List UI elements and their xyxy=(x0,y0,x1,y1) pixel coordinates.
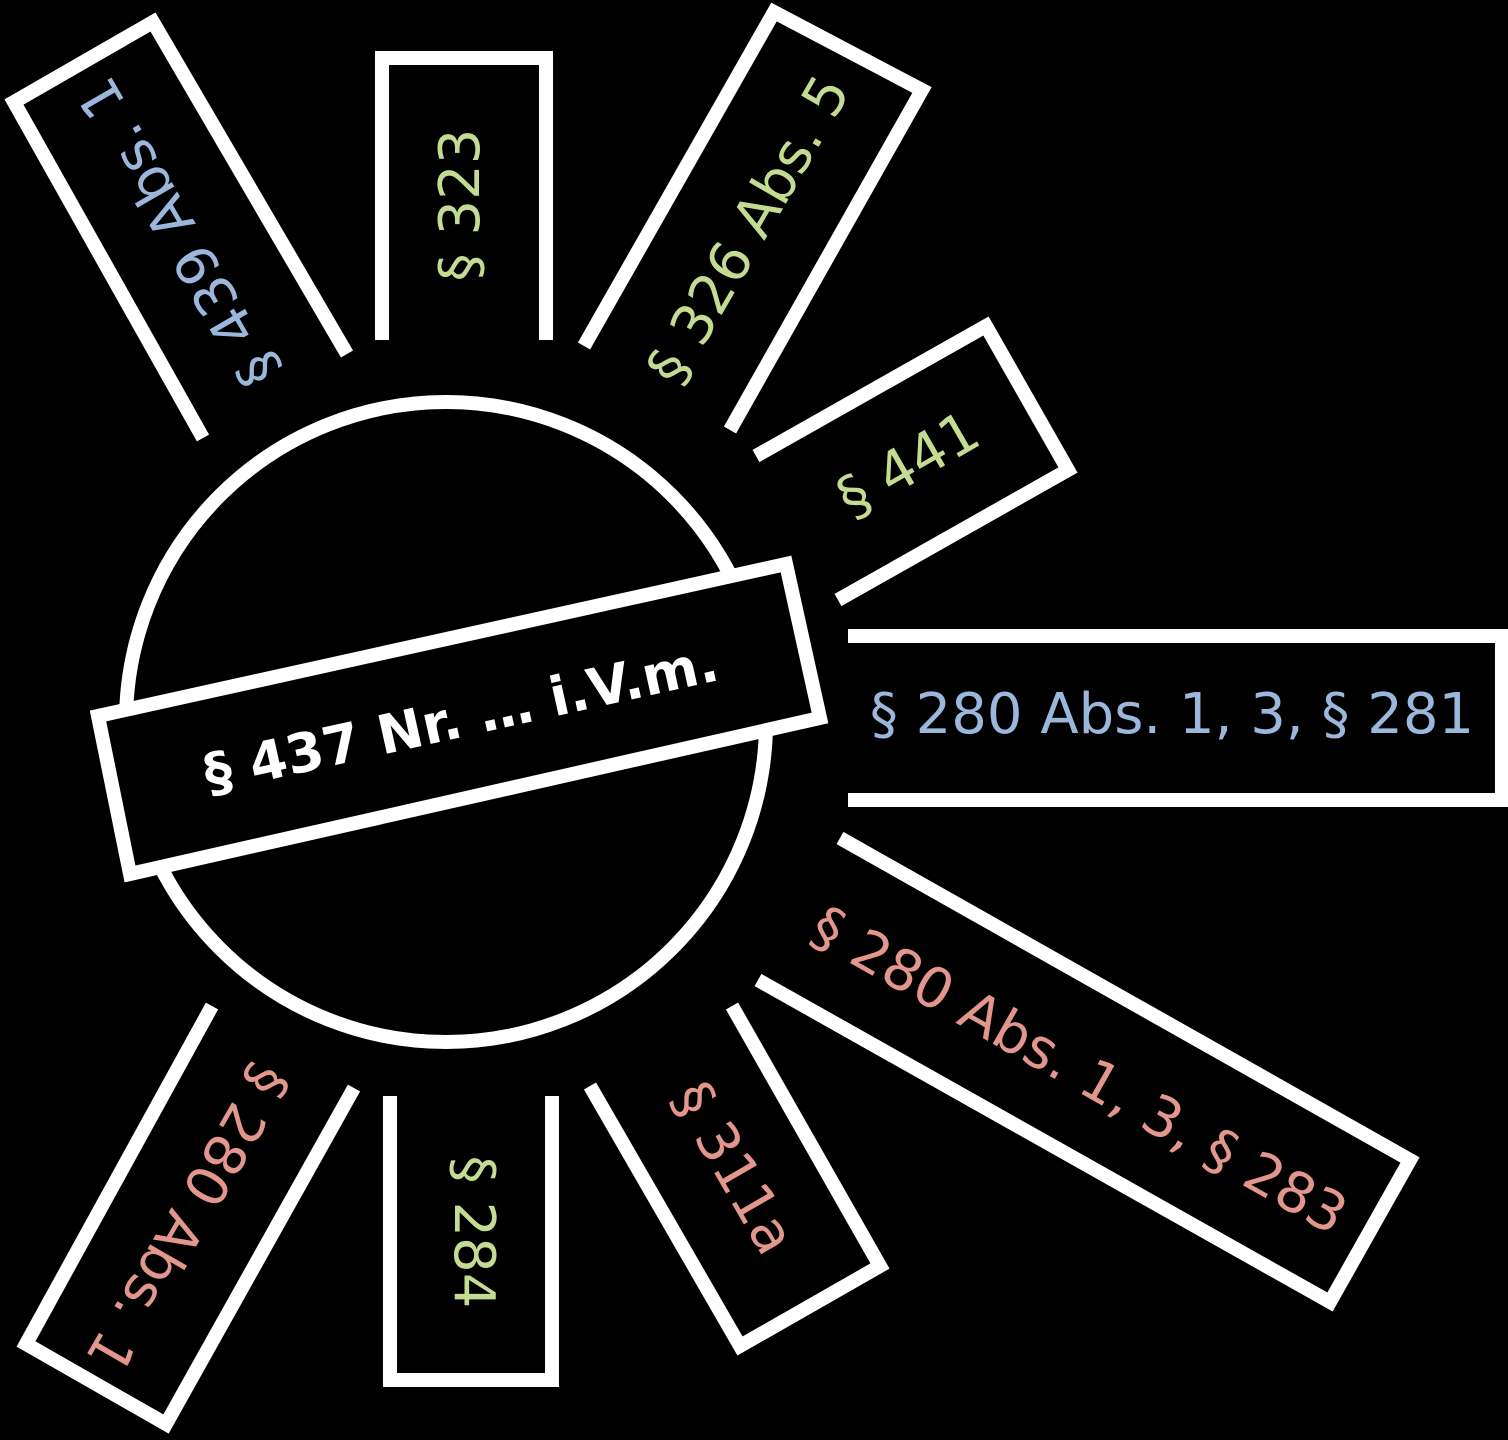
ray-label-s323: § 323 xyxy=(428,129,493,282)
ray-label-s280-281: § 280 Abs. 1, 3, § 281 xyxy=(870,682,1474,747)
ray-label-s284: § 284 xyxy=(441,1156,506,1309)
hub-band xyxy=(89,555,829,883)
ray-s284: § 284 xyxy=(383,1096,559,1387)
ray-s323: § 323 xyxy=(375,51,553,340)
ray-s280-281: § 280 Abs. 1, 3, § 281 xyxy=(848,629,1508,807)
